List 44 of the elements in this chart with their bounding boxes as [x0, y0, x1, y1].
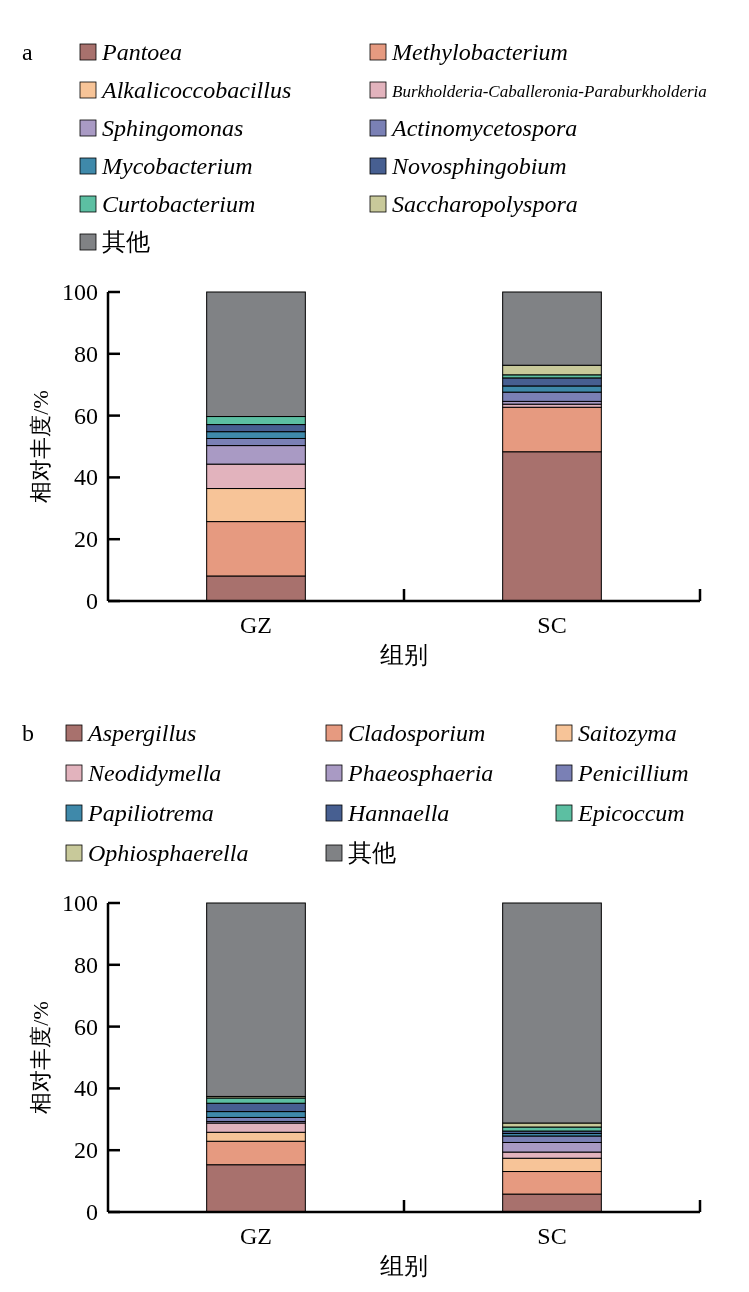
y-axis-title: 相对丰度/% [28, 390, 53, 503]
legend-label: Novosphingobium [391, 153, 567, 179]
x-tick-label: SC [537, 1223, 567, 1249]
legend-label: Phaeosphaeria [347, 760, 494, 786]
chart-title: b [22, 720, 34, 746]
legend-label: Papiliotrema [87, 800, 214, 826]
y-tick-label: 100 [62, 890, 98, 916]
legend-label: Curtobacterium [102, 191, 256, 217]
legend-label: Aspergillus [86, 720, 197, 746]
y-tick-label: 80 [74, 951, 98, 978]
y-tick-label: 60 [74, 402, 98, 429]
legend-label: Saitozyma [578, 720, 677, 746]
legend-label: Hannaella [347, 800, 450, 826]
y-tick-label: 20 [74, 526, 98, 553]
chart-title: a [22, 39, 33, 65]
y-tick-label: 60 [74, 1013, 98, 1040]
y-axis-title: 相对丰度/% [28, 1001, 53, 1114]
x-axis-title: 组别 [380, 1253, 428, 1279]
legend-label: Mycobacterium [101, 153, 253, 179]
legend-label: 其他 [102, 229, 150, 255]
legend-label: 其他 [348, 840, 396, 866]
y-tick-label: 0 [86, 588, 98, 614]
legend-label: Burkholderia-Caballeronia-Paraburkholderia [392, 82, 707, 101]
x-tick-label: SC [537, 612, 567, 638]
x-axis-title: 组别 [380, 642, 428, 668]
legend-label: Actinomycetospora [390, 115, 578, 141]
x-tick-label: GZ [240, 612, 272, 638]
legend-label: Alkalicoccobacillus [100, 77, 292, 103]
legend-label: Penicillium [577, 760, 689, 786]
legend-label: Saccharopolyspora [392, 191, 578, 217]
legend-label: Neodidymella [87, 760, 222, 786]
y-tick-label: 40 [74, 464, 98, 491]
legend-label: Cladosporium [348, 720, 486, 746]
y-tick-label: 40 [74, 1075, 98, 1102]
legend-label: Methylobacterium [391, 39, 568, 65]
legend-label: Pantoea [101, 39, 182, 65]
legend-label: Sphingomonas [102, 115, 244, 141]
y-tick-label: 80 [74, 340, 98, 367]
y-tick-label: 20 [74, 1137, 98, 1164]
y-tick-label: 0 [86, 1199, 98, 1225]
legend-label: Epicoccum [577, 800, 685, 826]
legend-label: Ophiosphaerella [88, 840, 249, 866]
y-tick-label: 100 [62, 279, 98, 305]
x-tick-label: GZ [240, 1223, 272, 1249]
